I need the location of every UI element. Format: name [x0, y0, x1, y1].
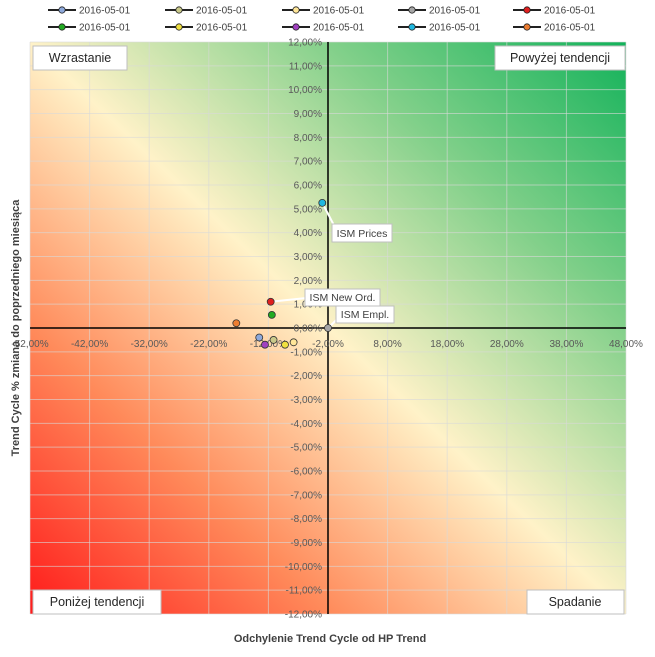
x-tick-label: 8,00%: [373, 339, 401, 350]
legend-label: 2016-05-01: [313, 23, 365, 34]
y-tick-label: 5,00%: [294, 204, 322, 215]
quadrant-bottom-left: Poniżej tendencji: [32, 589, 162, 615]
quadrant-bottom-right: Spadanie: [526, 589, 625, 615]
legend-label: 2016-05-01: [79, 6, 131, 17]
y-tick-label: -4,00%: [290, 419, 322, 430]
data-point: [324, 324, 332, 332]
x-tick-label: 48,00%: [609, 339, 643, 350]
legend-label: 2016-05-01: [544, 23, 596, 34]
y-tick-label: -7,00%: [290, 490, 322, 501]
y-tick-label: 12,00%: [288, 38, 322, 49]
callout-box: [335, 305, 395, 324]
x-tick-label: -2,00%: [312, 339, 344, 350]
legend-marker: [58, 23, 66, 31]
y-tick-label: 0,00%: [294, 324, 322, 335]
y-tick-label: 4,00%: [294, 228, 322, 239]
legend-marker: [292, 6, 300, 14]
y-tick-label: -6,00%: [290, 467, 322, 478]
legend-marker: [175, 23, 183, 31]
y-axis-title: Trend Cycle % zmiana do poprzedniego mie…: [10, 199, 22, 457]
callouts: ISM Prices ISM New Ord. ISM Empl.: [270, 202, 395, 329]
data-points: [232, 198, 332, 349]
y-tick-label: -8,00%: [290, 514, 322, 525]
quadrant-bottom-right-label: Spadanie: [549, 595, 602, 609]
y-tick-label: -1,00%: [290, 347, 322, 358]
quadrant-top-left-label: Wzrastanie: [49, 51, 112, 65]
legend-label: 2016-05-01: [79, 23, 131, 34]
x-tick-label: -22,00%: [190, 339, 227, 350]
legend-label: 2016-05-01: [544, 6, 596, 17]
legend-label: 2016-05-01: [429, 23, 481, 34]
y-tick-label: -10,00%: [285, 562, 322, 573]
quadrant-top-left: Wzrastanie: [32, 45, 128, 71]
y-tick-label: 2,00%: [294, 276, 322, 287]
x-tick-label: -52,00%: [11, 339, 48, 350]
x-axis-title: Odchylenie Trend Cycle od HP Trend: [234, 633, 426, 645]
data-point: [318, 198, 327, 207]
legend: 2016-05-01 2016-05-01 2016-05-01 2016-05-01…: [48, 6, 596, 34]
y-tick-label: 6,00%: [294, 181, 322, 192]
x-tick-label: 38,00%: [549, 339, 583, 350]
y-tick-label: -2,00%: [290, 371, 322, 382]
y-tick-label: 11,00%: [289, 61, 322, 72]
y-tick-label: -9,00%: [290, 538, 322, 549]
data-point: [266, 297, 275, 306]
data-point: [281, 340, 289, 349]
callout-label: ISM Empl.: [341, 309, 389, 321]
data-point: [269, 336, 278, 344]
x-tick-label: -42,00%: [71, 339, 108, 350]
y-tick-label: 8,00%: [294, 133, 322, 144]
legend-label: 2016-05-01: [196, 6, 248, 17]
data-point: [267, 310, 276, 319]
data-point: [232, 319, 241, 328]
data-point: [255, 333, 264, 342]
legend-marker: [58, 6, 66, 14]
y-tick-label: -5,00%: [290, 443, 322, 454]
y-tick-label: -11,00%: [285, 586, 322, 597]
legend-marker: [523, 23, 531, 31]
x-tick-label: -32,00%: [131, 339, 168, 350]
legend-label: 2016-05-01: [196, 23, 248, 34]
y-tick-label: 9,00%: [294, 109, 322, 120]
quadrant-top-right-label: Powyżej tendencji: [510, 51, 610, 65]
callout-box: [331, 223, 393, 243]
legend-marker: [292, 23, 300, 31]
quadrant-bottom-left-label: Poniżej tendencji: [50, 595, 145, 609]
x-tick-label: 18,00%: [430, 339, 464, 350]
legend-label: 2016-05-01: [429, 6, 481, 17]
y-tick-label: 7,00%: [294, 157, 322, 168]
data-point: [289, 338, 298, 347]
x-tick-label: 28,00%: [490, 339, 524, 350]
y-tick-label: -3,00%: [290, 395, 322, 406]
callout-label: ISM New Ord.: [310, 292, 376, 304]
legend-marker: [408, 23, 416, 31]
callout-label: ISM Prices: [337, 228, 388, 240]
legend-label: 2016-05-01: [313, 6, 365, 17]
callout-leader: [270, 296, 312, 303]
legend-marker: [523, 6, 531, 14]
y-tick-label: 3,00%: [294, 252, 322, 263]
y-tick-label: -12,00%: [285, 610, 322, 621]
y-tick-label: 10,00%: [288, 85, 322, 96]
data-point: [261, 340, 269, 349]
legend-marker: [175, 6, 183, 14]
quadrant-top-right: Powyżej tendencji: [494, 45, 626, 71]
legend-marker: [408, 6, 416, 14]
